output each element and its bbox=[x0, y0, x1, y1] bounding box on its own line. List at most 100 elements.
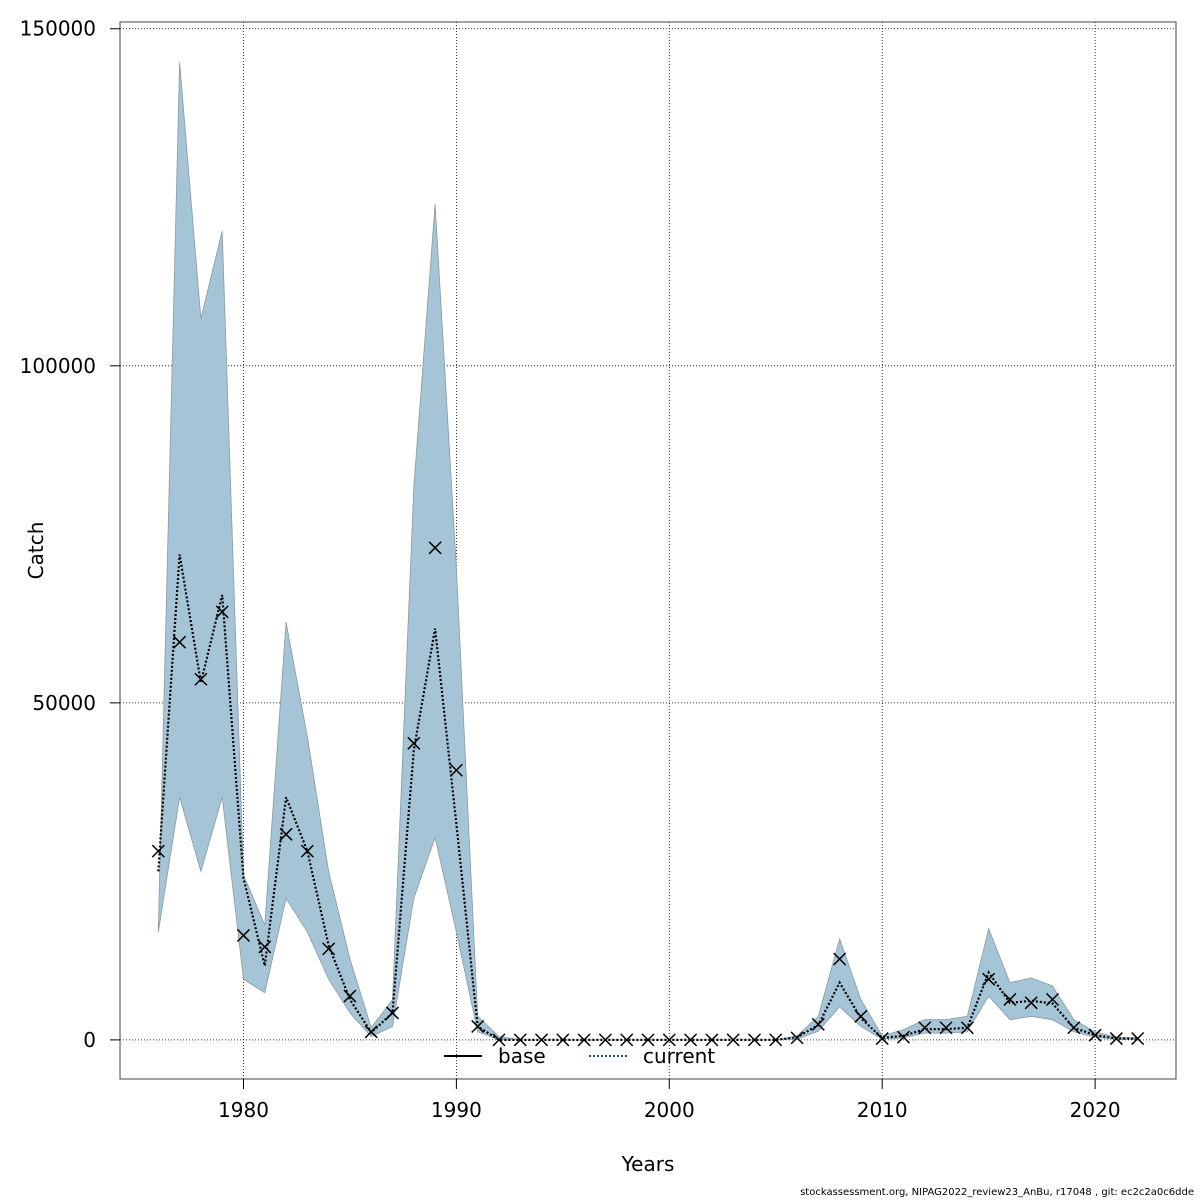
marker-stroke bbox=[918, 1021, 932, 1035]
marker-stroke bbox=[811, 1017, 825, 1031]
marker-stroke bbox=[982, 972, 996, 986]
observed-marker bbox=[492, 1033, 506, 1047]
observed-marker bbox=[279, 827, 293, 841]
marker-stroke bbox=[343, 989, 357, 1003]
confidence-band bbox=[157, 62, 1139, 1041]
observed-marker bbox=[151, 844, 165, 858]
observed-marker bbox=[449, 763, 463, 777]
observed-marker bbox=[471, 1019, 485, 1033]
x-tick-label: 2010 bbox=[857, 1098, 908, 1122]
observed-marker bbox=[407, 736, 421, 750]
x-axis-title: Years bbox=[621, 1152, 675, 1176]
footer-credit: stockassessment.org, NIPAG2022_review23_… bbox=[800, 1187, 1194, 1198]
marker-stroke bbox=[939, 1021, 953, 1035]
marker-stroke bbox=[407, 736, 421, 750]
observed-marker bbox=[620, 1033, 634, 1047]
current-series bbox=[157, 554, 1138, 1042]
observed-marker bbox=[854, 1009, 868, 1023]
marker-stroke bbox=[705, 1033, 719, 1047]
observed-marker bbox=[1109, 1032, 1123, 1046]
marker-stroke bbox=[258, 940, 272, 954]
observed-marker bbox=[194, 672, 208, 686]
observed-marker bbox=[215, 605, 229, 619]
observed-marker bbox=[1067, 1021, 1081, 1035]
marker-stroke bbox=[854, 1009, 868, 1023]
marker-stroke bbox=[535, 1033, 549, 1047]
observed-marker bbox=[428, 541, 442, 555]
observed-marker bbox=[1003, 992, 1017, 1006]
marker-stroke bbox=[300, 844, 314, 858]
observed-marker bbox=[896, 1030, 911, 1044]
observed-marker bbox=[684, 1033, 698, 1047]
observed-marker bbox=[790, 1031, 804, 1045]
marker-stroke bbox=[641, 1033, 655, 1047]
grid-lines bbox=[120, 22, 1176, 1079]
observed-marker bbox=[556, 1033, 570, 1047]
current-line bbox=[157, 554, 1138, 1042]
x-tick-label: 1990 bbox=[431, 1098, 482, 1122]
marker-stroke bbox=[215, 605, 229, 619]
observed-marker bbox=[960, 1021, 974, 1035]
y-tick-label: 0 bbox=[83, 1028, 96, 1052]
observed-marker bbox=[705, 1033, 719, 1047]
marker-stroke bbox=[492, 1033, 506, 1047]
marker-stroke bbox=[620, 1033, 634, 1047]
observed-marker bbox=[833, 952, 847, 966]
observed-marker bbox=[769, 1033, 783, 1047]
observed-marker bbox=[918, 1021, 932, 1035]
observed-marker bbox=[1088, 1028, 1102, 1042]
observed-marker bbox=[641, 1033, 655, 1047]
observed-marker bbox=[662, 1033, 676, 1047]
observed-marker bbox=[513, 1033, 527, 1047]
marker-stroke bbox=[790, 1031, 804, 1045]
marker-stroke bbox=[833, 952, 847, 966]
marker-stroke bbox=[1131, 1032, 1145, 1046]
marker-stroke bbox=[322, 942, 336, 956]
marker-stroke bbox=[449, 763, 463, 777]
marker-stroke bbox=[236, 928, 251, 942]
observed-marker bbox=[385, 1006, 400, 1020]
observed-marker bbox=[747, 1033, 761, 1047]
marker-stroke bbox=[1067, 1021, 1081, 1035]
observed-marker bbox=[343, 989, 357, 1003]
observed-marker bbox=[322, 942, 336, 956]
observed-marker bbox=[300, 844, 314, 858]
marker-stroke bbox=[471, 1019, 485, 1033]
y-axis-title: Catch bbox=[24, 522, 48, 580]
y-tick-label: 150000 bbox=[20, 17, 96, 41]
marker-stroke bbox=[1088, 1028, 1102, 1042]
observed-marker bbox=[598, 1033, 612, 1047]
marker-stroke bbox=[173, 635, 187, 649]
observed-marker bbox=[577, 1033, 591, 1047]
y-axis: 0 50000 100000 150000 bbox=[20, 17, 120, 1052]
y-tick-label: 50000 bbox=[32, 691, 96, 715]
observed-markers bbox=[151, 541, 1145, 1047]
marker-stroke bbox=[428, 541, 442, 555]
legend-label-base: base bbox=[498, 1044, 546, 1068]
marker-stroke bbox=[769, 1033, 783, 1047]
observed-marker bbox=[173, 635, 187, 649]
marker-stroke bbox=[556, 1033, 570, 1047]
marker-stroke bbox=[960, 1021, 974, 1035]
legend: base current bbox=[444, 1044, 715, 1068]
observed-marker bbox=[236, 928, 251, 942]
plot-frame bbox=[119, 21, 1177, 1080]
marker-stroke bbox=[513, 1033, 527, 1047]
observed-marker bbox=[258, 940, 272, 954]
legend-label-current: current bbox=[643, 1044, 715, 1068]
observed-marker bbox=[811, 1017, 825, 1031]
observed-marker bbox=[1045, 992, 1060, 1006]
observed-marker bbox=[1024, 996, 1038, 1010]
marker-stroke bbox=[364, 1025, 378, 1039]
confidence-band-area bbox=[157, 62, 1139, 1041]
observed-marker bbox=[364, 1025, 378, 1039]
x-tick-label: 2020 bbox=[1070, 1098, 1121, 1122]
marker-stroke bbox=[1003, 992, 1017, 1006]
marker-stroke bbox=[662, 1033, 676, 1047]
marker-stroke bbox=[1024, 996, 1038, 1010]
marker-stroke bbox=[726, 1033, 740, 1047]
marker-stroke bbox=[1045, 992, 1060, 1006]
observed-marker bbox=[1131, 1032, 1145, 1046]
marker-stroke bbox=[385, 1006, 400, 1020]
marker-stroke bbox=[875, 1032, 889, 1046]
